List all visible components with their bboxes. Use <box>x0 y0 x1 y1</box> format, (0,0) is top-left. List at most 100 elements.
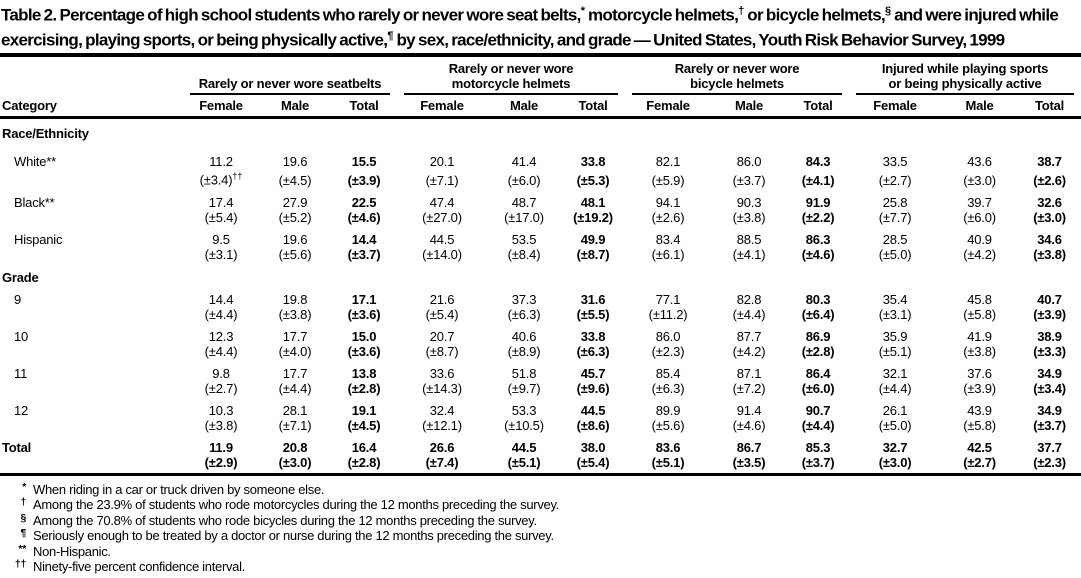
value-cell: 41.4 <box>511 154 537 170</box>
title-footnote-marker: § <box>885 5 892 17</box>
value-cell: 22.5 <box>351 194 377 210</box>
value-cell: 11.2 <box>209 154 233 170</box>
footnote-line: †† Ninety-five percent confidence interva… <box>0 558 1081 575</box>
ci-cell: (±3.0) <box>278 454 312 470</box>
ci-cell: (±3.9) <box>963 380 996 396</box>
value-cell: 34.9 <box>1037 402 1062 418</box>
ci-cell: (±3.6) <box>347 306 381 322</box>
ci-cell: (±3.9) <box>1033 306 1066 322</box>
value-cell: 53.3 <box>511 402 537 418</box>
ci-cell: (±7.2) <box>732 380 766 396</box>
ci-cell: (±2.8) <box>347 454 381 470</box>
ci-cell: (±6.0) <box>801 380 835 396</box>
ci-cell: (±4.4) <box>801 417 835 433</box>
table-row-values: 9 14.4 19.8 17.1 21.6 37.3 31.6 77.1 82.8 80.3 35.… <box>0 288 1081 307</box>
ci-cell: (±7.1) <box>278 417 312 433</box>
ci-cell: (±2.7) <box>878 172 912 188</box>
value-cell: 20.8 <box>282 439 308 455</box>
ci-cell: (±4.5) <box>278 172 312 188</box>
table-row-values: Total 11.9 20.8 16.4 26.6 44.5 38.0 83.6 86.7 85.… <box>0 436 1081 455</box>
value-cell: 85.4 <box>655 365 681 381</box>
footnote-text: Among the 23.9% of students who rode mot… <box>33 497 559 513</box>
table-row-confidence-intervals: (±3.4)†† (±4.5) (±3.9) (±7.1) (±6.0) (±5.3) (±… <box>0 169 1081 190</box>
row-label: Hispanic <box>14 231 63 247</box>
ci-cell: (±2.3) <box>651 343 685 359</box>
value-cell: 28.1 <box>282 402 308 418</box>
value-cell: 91.9 <box>805 194 831 210</box>
value-cell: 32.4 <box>429 402 455 418</box>
value-cell: 83.6 <box>655 439 681 455</box>
ci-cell: (±3.8) <box>963 343 996 359</box>
column-header-category: Category <box>2 98 57 114</box>
value-cell: 44.5 <box>429 231 455 247</box>
group-header-seatbelts: Rarely or never wore seatbelts <box>183 57 397 96</box>
value-cell: 86.3 <box>805 231 831 247</box>
data-table: Category Rarely or never wore seatbelts … <box>0 57 1081 476</box>
ci-cell: (±3.8) <box>732 209 766 225</box>
ci-cell: (±7.1) <box>425 172 459 188</box>
ci-cell: (±5.6) <box>278 246 312 262</box>
table-row-values: 10 12.3 17.7 15.0 20.7 40.6 33.8 86.0 87.7 86.9 35… <box>0 325 1081 344</box>
ci-cell: (±3.7) <box>1033 417 1066 433</box>
ci-cell: (±6.3) <box>507 306 541 322</box>
value-cell: 34.9 <box>1037 365 1062 381</box>
column-header-female: Female <box>646 98 690 114</box>
value-cell: 19.1 <box>351 402 377 418</box>
ci-cell: (±3.7) <box>347 246 381 262</box>
value-cell: 14.4 <box>351 231 377 247</box>
value-cell: 9.8 <box>212 365 230 381</box>
value-cell: 17.4 <box>208 194 234 210</box>
ci-cell: (±4.1) <box>801 172 835 188</box>
value-cell: 10.3 <box>208 402 234 418</box>
value-cell: 91.4 <box>736 402 762 418</box>
row-label-spacer <box>0 210 183 228</box>
title-text: or bicycle helmets, <box>744 5 886 25</box>
footnote-marker: †† <box>14 558 26 571</box>
ci-cell: (±4.4) <box>204 343 238 359</box>
value-cell: 86.0 <box>655 328 681 344</box>
row-label-spacer <box>0 247 183 265</box>
value-cell: 15.5 <box>351 154 377 170</box>
ci-cell: (±2.7) <box>204 380 238 396</box>
ci-cell: (±2.2) <box>801 209 835 225</box>
footnote-line: † Among the 23.9% of students who rode mo… <box>0 496 1081 513</box>
value-cell: 86.9 <box>805 328 831 344</box>
ci-cell: (±4.0) <box>278 343 312 359</box>
value-cell: 35.9 <box>882 328 908 344</box>
value-cell: 20.1 <box>429 154 455 170</box>
value-cell: 32.6 <box>1037 194 1062 210</box>
footnote-marker: † <box>20 496 26 509</box>
value-cell: 26.1 <box>882 402 908 418</box>
value-cell: 82.8 <box>736 291 762 307</box>
ci-cell: (±3.0) <box>963 172 996 188</box>
ci-cell: (±3.1) <box>878 306 912 322</box>
ci-footnote-marker: †† <box>232 171 243 182</box>
value-cell: 40.7 <box>1037 291 1062 307</box>
value-cell: 28.5 <box>882 231 908 247</box>
row-label-spacer <box>0 344 183 362</box>
ci-cell: (±4.2) <box>732 343 766 359</box>
column-header-female: Female <box>873 98 917 114</box>
ci-cell: (±2.8) <box>347 380 381 396</box>
group-header-injured: Injured while playing sports or being ph… <box>849 57 1081 96</box>
value-cell: 11.9 <box>209 439 233 455</box>
value-cell: 90.7 <box>805 402 831 418</box>
value-cell: 37.6 <box>967 365 992 381</box>
group-header-bicycle-helmets: Rarely or never wore bicycle helmets <box>625 57 849 96</box>
value-cell: 39.7 <box>967 194 992 210</box>
ci-cell: (±2.6) <box>651 209 685 225</box>
ci-cell: (±5.4) <box>576 454 610 470</box>
ci-cell: (±11.2) <box>648 306 688 322</box>
value-cell: 17.7 <box>282 365 308 381</box>
ci-cell: (±9.6) <box>576 380 610 396</box>
row-label: Black** <box>14 194 55 210</box>
table-row-confidence-intervals: (±3.1) (±5.6) (±3.7) (±14.0) (±8.4) (±8.7) (±6… <box>0 247 1081 265</box>
value-cell: 53.5 <box>511 231 537 247</box>
ci-cell: (±6.4) <box>801 306 835 322</box>
ci-cell: (±6.1) <box>651 246 685 262</box>
row-label-spacer <box>0 418 183 436</box>
group-header-injured-label: Injured while playing sports or being ph… <box>856 61 1075 96</box>
value-cell: 87.1 <box>736 365 762 381</box>
value-cell: 45.7 <box>580 365 606 381</box>
